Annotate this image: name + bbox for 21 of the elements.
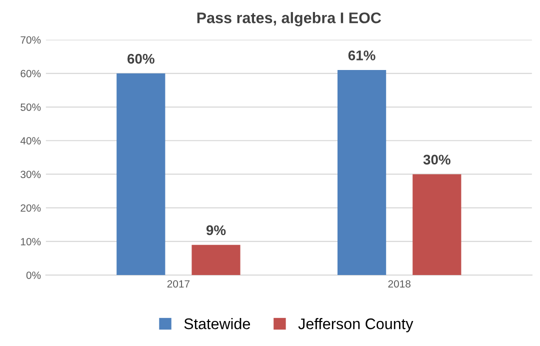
y-tick-label: 50% — [20, 104, 41, 111]
y-tick-label: 20% — [20, 204, 41, 212]
legend-label: Jefferson County — [298, 318, 414, 332]
bar — [338, 70, 386, 276]
bar — [412, 174, 462, 276]
data-label: 60% — [128, 54, 154, 64]
data-label: 9% — [206, 225, 226, 236]
y-tick-label: 60% — [20, 70, 41, 78]
bar — [192, 244, 240, 276]
x-tick-label: 2018 — [388, 280, 410, 288]
data-label: 61% — [348, 50, 376, 60]
y-tick-label: 10% — [20, 238, 41, 246]
x-tick-label: 2017 — [167, 280, 190, 288]
y-tick-label: 70% — [20, 36, 41, 44]
legend-label: Statewide — [184, 318, 250, 330]
y-tick-label: 40% — [20, 137, 41, 144]
bar — [116, 73, 166, 276]
chart-title: Pass rates, algebra I EOC — [197, 12, 382, 26]
data-label: 30% — [423, 154, 450, 165]
y-tick-label: 30% — [20, 170, 41, 178]
y-tick-label: 0% — [26, 272, 41, 279]
